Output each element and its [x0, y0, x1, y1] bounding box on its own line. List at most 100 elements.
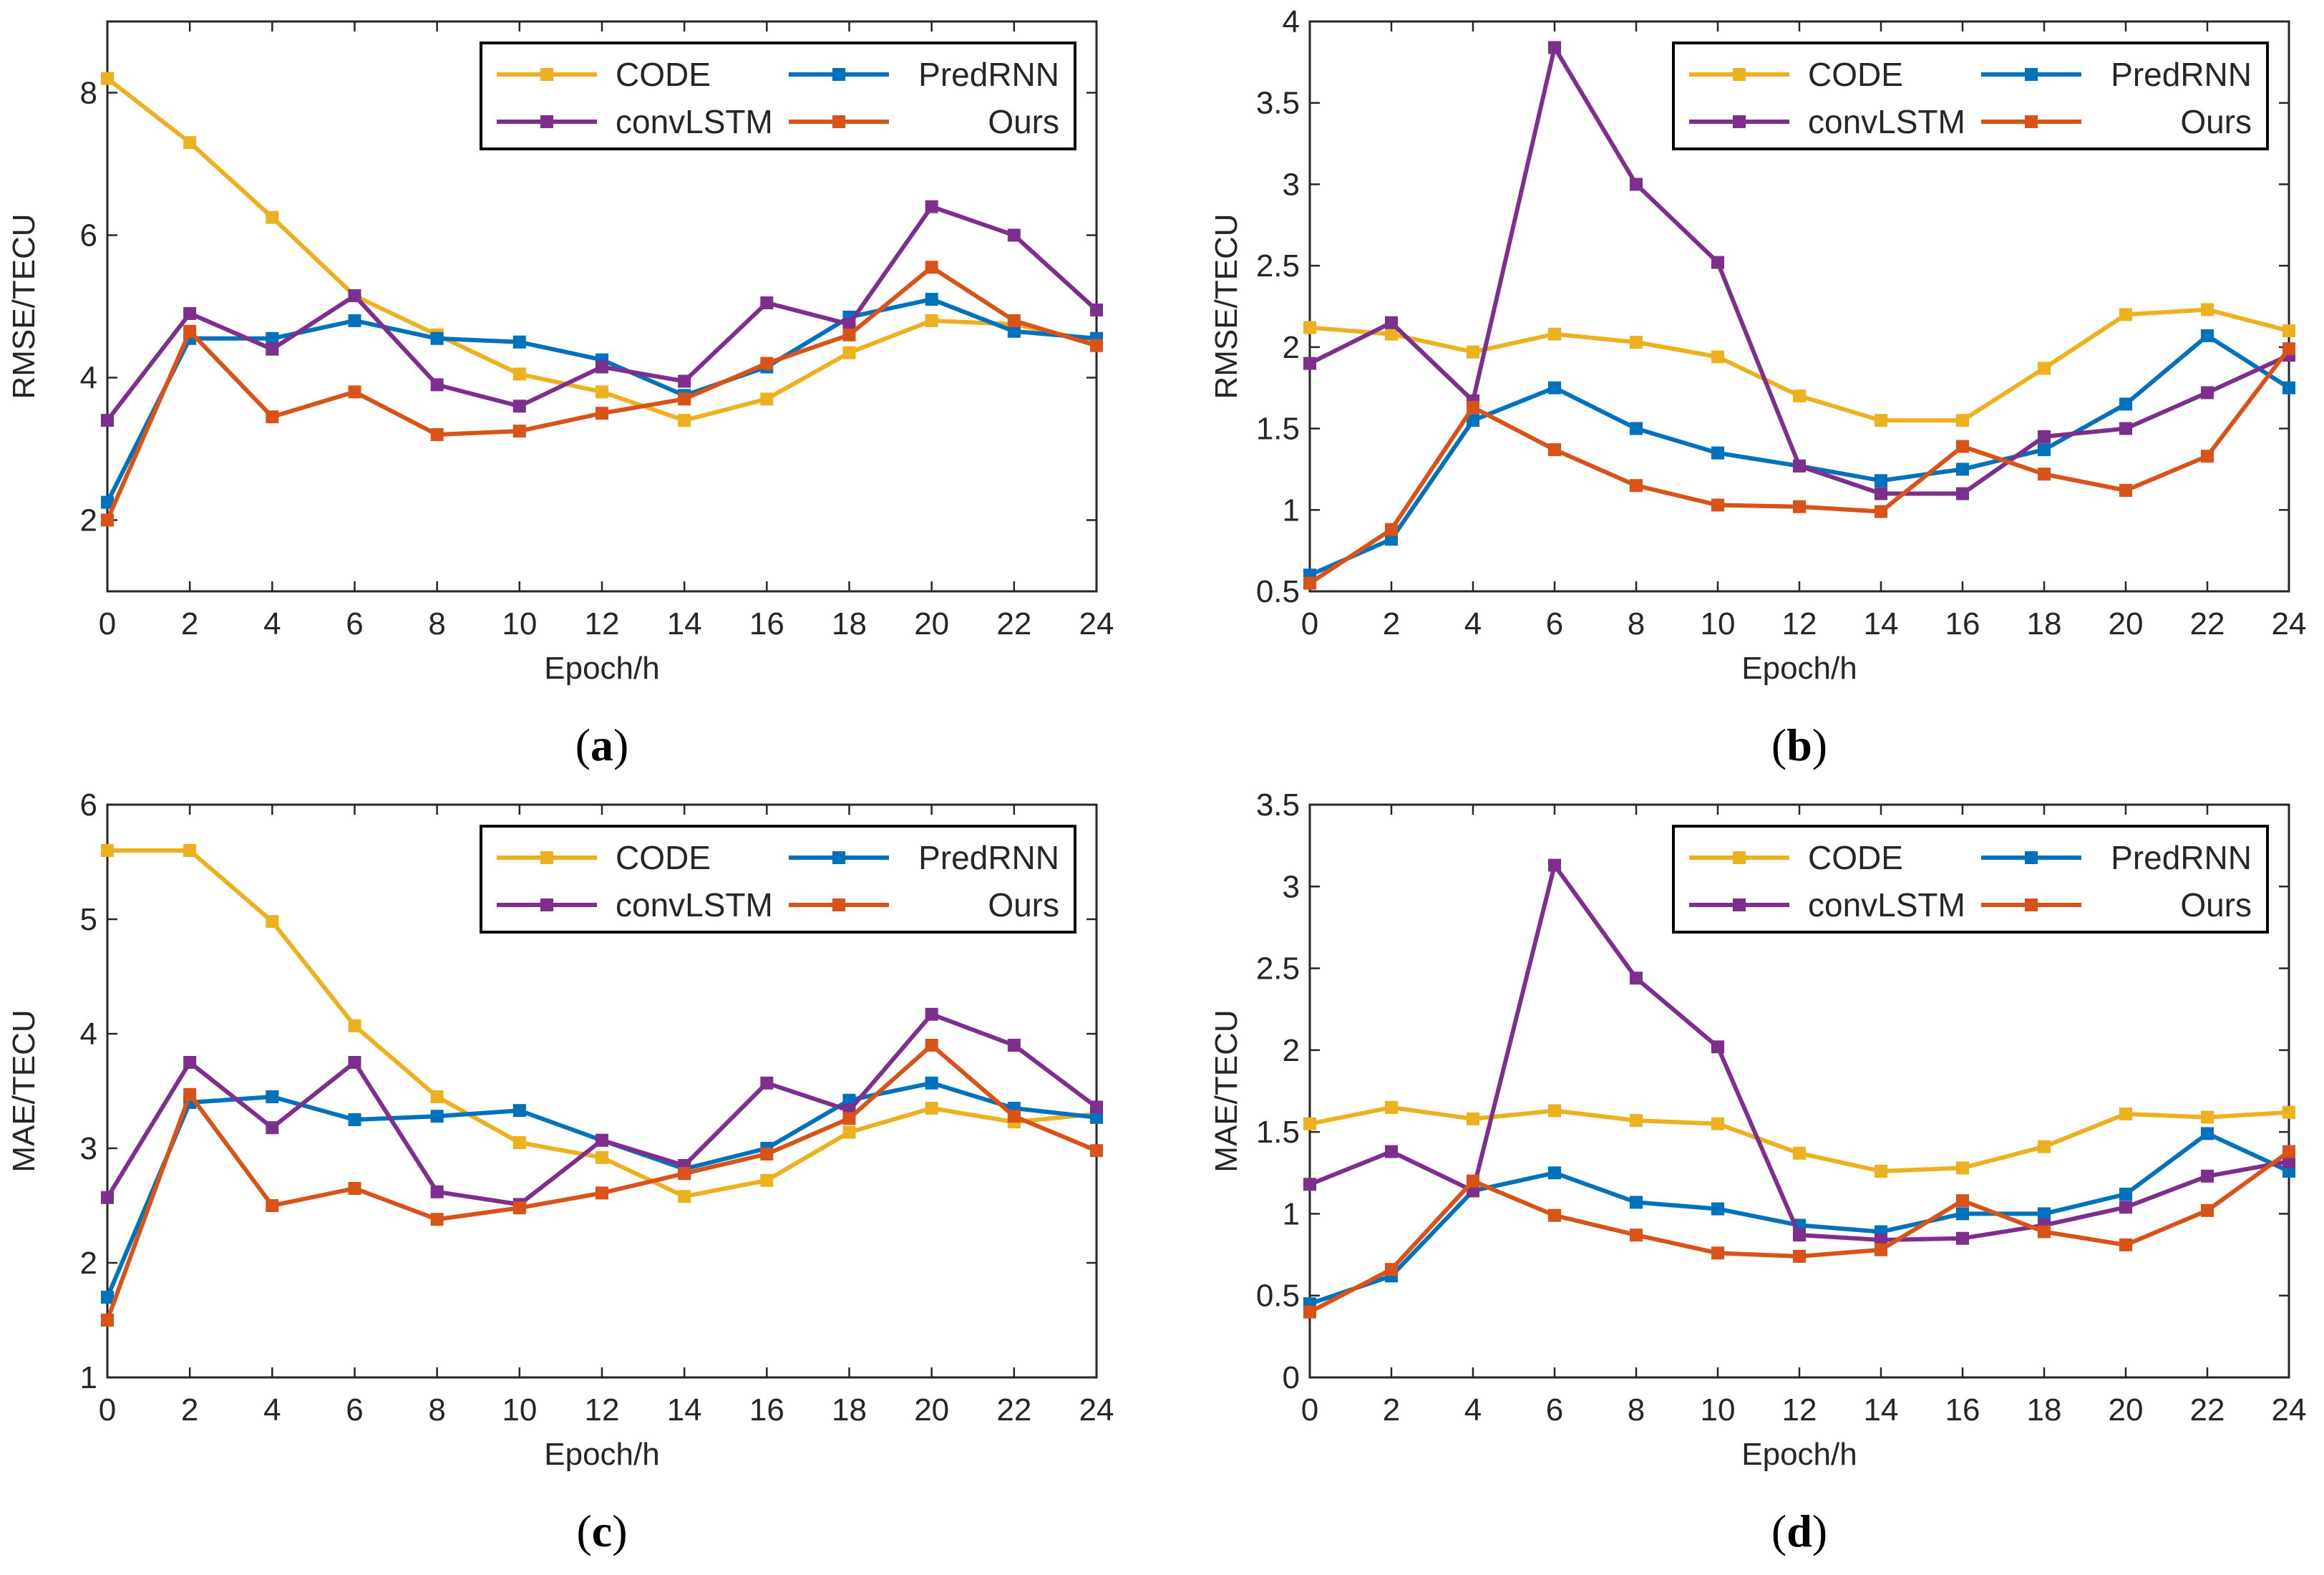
data-point-predrnn — [2038, 1207, 2051, 1221]
data-point-code — [183, 136, 197, 150]
panel-label-open-paren: ( — [576, 1506, 591, 1556]
y-tick-label: 6 — [80, 218, 97, 253]
data-point-predrnn — [348, 1113, 361, 1126]
data-point-code — [925, 1102, 938, 1115]
data-point-convlstm — [1711, 1040, 1724, 1054]
data-point-convlstm — [595, 360, 608, 374]
data-point-predrnn — [1956, 1207, 1969, 1221]
legend-marker-ours — [2025, 898, 2038, 911]
data-point-code — [1385, 1100, 1398, 1114]
legend-marker-predrnn — [832, 851, 845, 864]
data-point-ours — [760, 1148, 774, 1160]
data-point-convlstm — [760, 296, 774, 310]
data-point-predrnn — [101, 1291, 114, 1304]
x-tick-label: 12 — [585, 1392, 620, 1428]
x-tick-label: 8 — [1628, 606, 1645, 641]
data-point-ours — [925, 261, 938, 274]
data-point-convlstm — [1630, 178, 1643, 191]
data-point-convlstm — [595, 1133, 608, 1147]
x-tick-label: 4 — [1464, 606, 1482, 641]
data-point-ours — [925, 1039, 938, 1052]
x-tick-label: 12 — [1782, 1392, 1817, 1428]
legend-label-predrnn: PredRNN — [918, 839, 1059, 876]
legend-box — [480, 42, 1076, 150]
data-point-predrnn — [925, 293, 938, 306]
data-point-ours — [1793, 1249, 1806, 1263]
data-point-ours — [2038, 467, 2051, 481]
x-tick-label: 12 — [1782, 606, 1817, 641]
data-point-convlstm — [183, 306, 197, 320]
x-tick-label: 10 — [1701, 1392, 1736, 1428]
legend-marker-ours — [832, 115, 845, 128]
data-point-code — [2038, 362, 2051, 375]
data-point-predrnn — [430, 331, 444, 345]
data-point-convlstm — [266, 342, 279, 356]
data-point-predrnn — [2282, 381, 2295, 394]
data-point-code — [595, 385, 608, 399]
panel-label-open-paren: ( — [1771, 1506, 1786, 1556]
data-point-convlstm — [1956, 1231, 1969, 1245]
y-tick-label: 3 — [1283, 167, 1300, 202]
data-point-convlstm — [2201, 1169, 2214, 1183]
y-axis-title: MAE/TECU — [1209, 1009, 1244, 1172]
data-point-code — [1875, 414, 1887, 427]
x-axis-title: Epoch/h — [544, 1437, 659, 1472]
x-tick-label: 18 — [832, 1392, 867, 1428]
legend-marker-ours — [2025, 115, 2038, 128]
y-tick-label: 2 — [1283, 1033, 1300, 1068]
data-point-code — [101, 844, 114, 857]
legend-marker-predrnn — [2025, 68, 2038, 81]
y-tick-label: 1 — [1283, 493, 1300, 528]
data-point-code — [512, 367, 526, 381]
data-point-ours — [183, 1087, 197, 1101]
y-tick-label: 2 — [80, 503, 97, 538]
data-point-code — [348, 1019, 361, 1032]
data-point-ours — [1467, 1174, 1479, 1188]
x-tick-label: 20 — [2109, 1392, 2144, 1428]
data-point-predrnn — [2201, 1127, 2214, 1140]
x-tick-label: 22 — [2190, 1392, 2225, 1428]
data-point-convlstm — [101, 1191, 114, 1204]
panel-label-close-paren: ) — [1812, 1506, 1827, 1556]
data-point-predrnn — [512, 335, 526, 349]
data-point-code — [1303, 321, 1316, 334]
data-point-predrnn — [1630, 422, 1643, 435]
data-point-ours — [2119, 483, 2132, 497]
y-tick-label: 3 — [1283, 869, 1300, 904]
legend-marker-predrnn — [2025, 851, 2038, 864]
data-point-ours — [1007, 1110, 1021, 1123]
x-tick-label: 24 — [1079, 606, 1114, 641]
data-point-code — [1793, 389, 1806, 403]
x-tick-label: 24 — [2272, 606, 2307, 641]
axes-box — [1308, 20, 2290, 593]
data-point-predrnn — [1090, 1110, 1103, 1124]
data-point-convlstm — [512, 399, 526, 413]
data-point-predrnn — [430, 1110, 444, 1123]
y-tick-label: 1.5 — [1256, 1115, 1300, 1150]
legend-label-code: CODE — [616, 839, 711, 876]
panel-label-close-paren: ) — [612, 1506, 627, 1556]
legend-label-code: CODE — [1808, 839, 1903, 876]
data-point-code — [1711, 350, 1724, 364]
data-point-ours — [1385, 1263, 1398, 1276]
legend: CODE PredRNN convLSTM Ours — [1672, 42, 2269, 150]
chart-panel-c: 0 2 4 6 8 10 12 14 16 18 20 22 24123456Epoch/hMAE/TE… — [6, 788, 1114, 1556]
x-tick-label: 14 — [667, 606, 702, 641]
data-point-ours — [512, 1201, 526, 1215]
x-tick-label: 20 — [914, 1392, 949, 1428]
legend-marker-convlstm — [540, 898, 553, 911]
data-point-predrnn — [2119, 1188, 2132, 1201]
data-point-convlstm — [183, 1056, 197, 1069]
y-tick-label: 3.5 — [1256, 788, 1300, 823]
legend-marker-code — [540, 851, 553, 864]
data-point-ours — [1548, 443, 1561, 457]
data-point-code — [2038, 1140, 2051, 1153]
data-point-code — [842, 1125, 856, 1139]
data-point-convlstm — [1090, 303, 1103, 316]
y-tick-label: 4 — [80, 361, 97, 396]
data-point-predrnn — [1548, 1166, 1561, 1180]
data-point-ours — [101, 1314, 114, 1327]
data-point-code — [430, 1090, 444, 1103]
data-point-convlstm — [348, 289, 361, 303]
